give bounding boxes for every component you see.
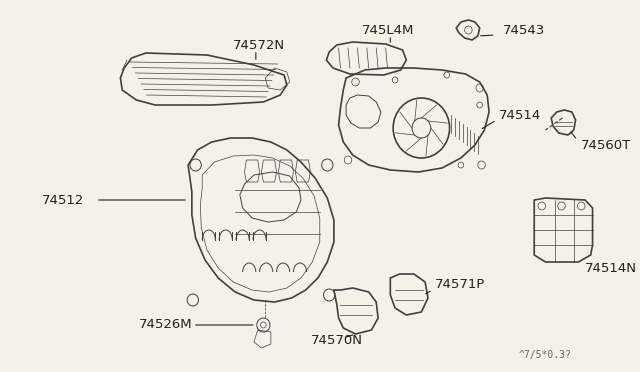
Text: ^7/5*0.3?: ^7/5*0.3?	[519, 350, 572, 360]
Text: 74514: 74514	[499, 109, 541, 122]
Text: 74560T: 74560T	[581, 138, 632, 151]
Text: 74543: 74543	[503, 23, 545, 36]
Text: 745L4M: 745L4M	[362, 23, 415, 36]
Text: 74526M: 74526M	[140, 318, 193, 331]
Text: 74512: 74512	[42, 193, 84, 206]
Text: 74572N: 74572N	[233, 38, 285, 51]
Text: 74514N: 74514N	[585, 262, 637, 275]
Text: 74571P: 74571P	[435, 279, 485, 292]
Text: 74570N: 74570N	[310, 334, 362, 346]
